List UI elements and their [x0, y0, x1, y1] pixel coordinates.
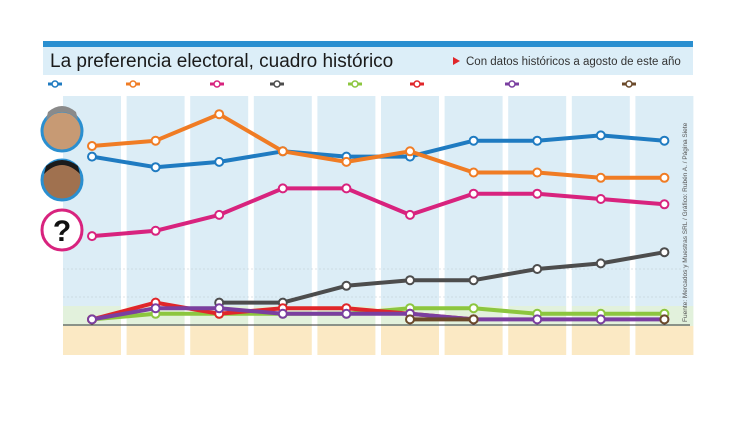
band-top-2 [190, 96, 249, 306]
point-3-7 [532, 264, 543, 274]
point-7-9 [659, 314, 670, 325]
note-marker-icon [453, 57, 460, 65]
series-1 [87, 109, 670, 183]
band-bottom-7 [508, 326, 567, 355]
avatar-undecided: ? [40, 208, 84, 252]
avatar-carlos-mesa [40, 106, 84, 153]
band-top-4 [317, 96, 376, 306]
point-2-7 [532, 188, 543, 199]
legend-marker-5 [413, 80, 421, 88]
legend-marker-3 [273, 80, 281, 88]
header-band [43, 47, 693, 75]
point-0-6 [468, 135, 479, 146]
point-0-2 [214, 156, 225, 167]
point-1-0 [87, 141, 97, 151]
point-2-6 [468, 188, 479, 199]
point-1-9 [659, 172, 670, 183]
point-1-1 [150, 135, 161, 146]
point-6-1 [150, 303, 161, 314]
candidate-avatars: ? [40, 106, 84, 252]
point-1-6 [468, 167, 479, 178]
point-6-3 [277, 308, 288, 319]
series-lines [87, 109, 670, 325]
question-mark-icon: ? [53, 215, 71, 248]
band-top-3 [253, 96, 312, 306]
point-0-7 [532, 135, 543, 146]
legend-marker-6 [508, 80, 516, 88]
point-6-8 [595, 314, 606, 325]
point-6-7 [532, 314, 543, 325]
legend-marker-1 [129, 80, 137, 88]
point-0-0 [87, 151, 97, 162]
series-line-6-0 [90, 306, 667, 322]
point-0-8 [595, 130, 606, 141]
point-1-2 [214, 109, 225, 120]
legend-marker-7 [625, 80, 633, 88]
band-bottom-8 [571, 326, 630, 355]
point-0-1 [150, 162, 161, 173]
legend [48, 80, 636, 88]
point-1-7 [532, 167, 543, 178]
band-top-5 [381, 96, 439, 306]
band-bottom-3 [253, 326, 312, 355]
source-credit: Fuente: Mercados y Muestras SRL / Gráfic… [682, 122, 689, 322]
point-0-9 [659, 135, 670, 146]
point-1-5 [405, 146, 415, 157]
legend-marker-4 [351, 80, 359, 88]
point-3-4 [341, 280, 352, 291]
point-7-5 [405, 314, 415, 325]
point-2-1 [150, 225, 161, 236]
chart-title: La preferencia electoral, cuadro históri… [50, 51, 393, 72]
band-bottom-2 [190, 326, 249, 355]
series-2 [87, 183, 670, 242]
band-bottom-4 [317, 326, 376, 355]
point-2-3 [277, 183, 288, 194]
legend-marker-0 [51, 80, 59, 88]
point-1-4 [341, 156, 352, 167]
point-2-9 [659, 199, 670, 210]
gridlines [63, 268, 690, 326]
point-2-5 [405, 209, 415, 220]
band-bottom-0 [63, 326, 121, 355]
avatar-hair-evo [44, 160, 80, 174]
point-6-4 [341, 308, 352, 319]
point-1-8 [595, 172, 606, 183]
band-top-1 [126, 96, 185, 306]
chart-note: Con datos históricos a agosto de este añ… [466, 56, 681, 68]
band-bottom-5 [381, 326, 439, 355]
point-3-6 [468, 275, 479, 286]
band-bottom-6 [444, 326, 503, 355]
point-3-8 [595, 258, 606, 269]
point-6-2 [214, 303, 225, 314]
band-bottom-9 [635, 326, 694, 355]
avatar-hair-mesa [46, 106, 78, 120]
point-1-3 [277, 146, 288, 157]
series-line-2-0 [90, 186, 667, 239]
point-4-6 [468, 303, 479, 314]
point-6-0 [87, 314, 97, 325]
point-3-9 [659, 247, 670, 258]
point-3-5 [405, 275, 415, 286]
series-line-1-0 [90, 112, 667, 180]
point-2-0 [87, 231, 97, 242]
band-bottom-1 [126, 326, 185, 355]
header-accent-bar [43, 41, 693, 47]
series-line-3-0 [217, 250, 667, 305]
point-2-8 [595, 194, 606, 204]
point-2-4 [341, 183, 352, 194]
point-2-2 [214, 209, 225, 220]
point-7-6 [468, 314, 479, 325]
legend-marker-2 [213, 80, 221, 88]
avatar-evo-morales [40, 158, 84, 202]
series-7 [405, 314, 670, 325]
avatar-question-circle [40, 208, 84, 252]
